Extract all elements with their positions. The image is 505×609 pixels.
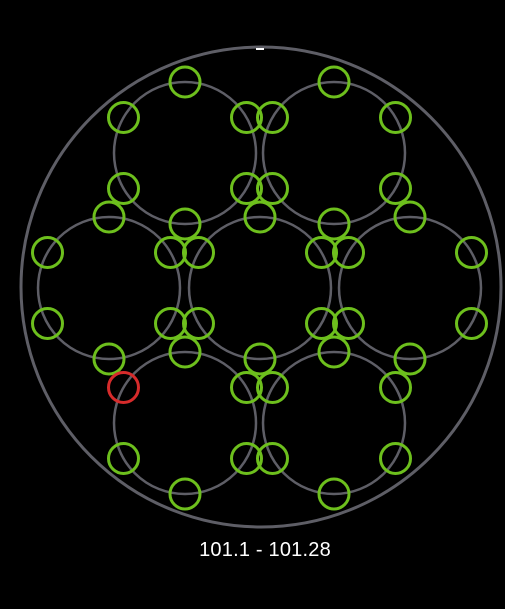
well-ok-indicator[interactable] [317, 335, 351, 369]
well-ok-indicator[interactable] [317, 207, 351, 241]
well-ok-indicator[interactable] [393, 342, 427, 376]
groups-layer [31, 65, 488, 511]
group-ring [112, 80, 258, 226]
well-ok-indicator[interactable] [107, 442, 140, 475]
well-ok-indicator[interactable] [230, 371, 263, 404]
well-ok-indicator[interactable] [230, 101, 263, 134]
well-ok-indicator[interactable] [230, 442, 263, 475]
well-ok-indicator[interactable] [182, 236, 215, 269]
well-ok-indicator[interactable] [393, 200, 427, 234]
group-top-left [107, 65, 263, 241]
well-ok-indicator[interactable] [256, 172, 289, 205]
well-ok-indicator[interactable] [243, 200, 277, 234]
well-ok-indicator[interactable] [92, 342, 126, 376]
group-ring [36, 215, 182, 361]
well-ok-indicator[interactable] [168, 477, 202, 511]
well-ok-indicator[interactable] [379, 371, 412, 404]
well-ok-indicator[interactable] [305, 307, 338, 340]
range-label: 101.1 - 101.28 [199, 539, 331, 561]
group-ring [261, 350, 407, 496]
outer-ring [19, 45, 503, 529]
well-ok-indicator[interactable] [256, 101, 289, 134]
well-ok-indicator[interactable] [154, 307, 187, 340]
well-ok-indicator[interactable] [332, 307, 365, 340]
group-bottom-left [107, 335, 263, 511]
well-ok-indicator[interactable] [317, 477, 351, 511]
well-ok-indicator[interactable] [332, 236, 365, 269]
well-ok-indicator[interactable] [455, 236, 488, 269]
well-ok-indicator[interactable] [230, 172, 263, 205]
group-bottom-right [256, 335, 412, 511]
group-ring [261, 80, 407, 226]
well-ok-indicator[interactable] [31, 307, 64, 340]
well-ok-indicator[interactable] [107, 101, 140, 134]
well-ok-indicator[interactable] [256, 442, 289, 475]
well-ok-indicator[interactable] [317, 65, 351, 99]
top-marker [256, 48, 264, 50]
well-ok-indicator[interactable] [455, 307, 488, 340]
well-ok-indicator[interactable] [107, 172, 140, 205]
well-ok-indicator[interactable] [182, 307, 215, 340]
group-mid-right [332, 200, 488, 376]
group-ring [337, 215, 483, 361]
well-ok-indicator[interactable] [168, 207, 202, 241]
well-ok-indicator[interactable] [168, 65, 202, 99]
well-ok-indicator[interactable] [379, 172, 412, 205]
well-ok-indicator[interactable] [31, 236, 64, 269]
well-ok-indicator[interactable] [154, 236, 187, 269]
well-ok-indicator[interactable] [379, 442, 412, 475]
well-ok-indicator[interactable] [168, 335, 202, 369]
group-ring [112, 350, 258, 496]
well-ok-indicator[interactable] [256, 371, 289, 404]
well-fault-indicator[interactable] [107, 371, 140, 404]
group-ring [187, 215, 333, 361]
group-mid-left [31, 200, 187, 376]
well-ok-indicator[interactable] [305, 236, 338, 269]
group-top-right [256, 65, 412, 241]
well-ok-indicator[interactable] [92, 200, 126, 234]
well-ok-indicator[interactable] [243, 342, 277, 376]
well-ok-indicator[interactable] [379, 101, 412, 134]
group-center [182, 200, 338, 376]
